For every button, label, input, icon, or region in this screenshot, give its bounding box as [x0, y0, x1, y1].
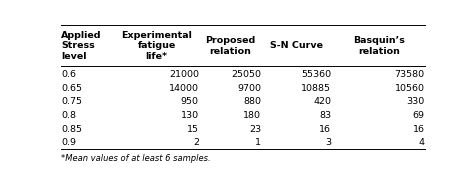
Text: 0.75: 0.75: [61, 97, 82, 106]
Text: 330: 330: [407, 97, 425, 106]
Text: 130: 130: [181, 111, 199, 120]
Text: 55360: 55360: [301, 70, 331, 79]
Text: 21000: 21000: [169, 70, 199, 79]
Text: 10885: 10885: [301, 84, 331, 93]
Text: 25050: 25050: [231, 70, 261, 79]
Text: 15: 15: [187, 125, 199, 134]
Text: S-N Curve: S-N Curve: [270, 41, 323, 50]
Text: 3: 3: [325, 138, 331, 147]
Text: *Mean values of at least 6 samples.: *Mean values of at least 6 samples.: [61, 154, 211, 163]
Text: Applied
Stress
level: Applied Stress level: [61, 31, 101, 61]
Text: 0.65: 0.65: [61, 84, 82, 93]
Text: 4: 4: [419, 138, 425, 147]
Text: 23: 23: [249, 125, 261, 134]
Text: 880: 880: [243, 97, 261, 106]
Text: Experimental
fatigue
life*: Experimental fatigue life*: [121, 31, 192, 61]
Text: 73580: 73580: [395, 70, 425, 79]
Text: 420: 420: [313, 97, 331, 106]
Text: 1: 1: [255, 138, 261, 147]
Text: 180: 180: [243, 111, 261, 120]
Text: 0.9: 0.9: [61, 138, 76, 147]
Text: 69: 69: [413, 111, 425, 120]
Text: 0.8: 0.8: [61, 111, 76, 120]
Text: 10560: 10560: [395, 84, 425, 93]
Text: 16: 16: [319, 125, 331, 134]
Text: 14000: 14000: [169, 84, 199, 93]
Text: 9700: 9700: [237, 84, 261, 93]
Text: 2: 2: [193, 138, 199, 147]
Text: 16: 16: [413, 125, 425, 134]
Text: 0.85: 0.85: [61, 125, 82, 134]
Text: Basquin’s
relation: Basquin’s relation: [353, 36, 405, 56]
Text: 0.6: 0.6: [61, 70, 76, 79]
Text: 950: 950: [181, 97, 199, 106]
Text: 83: 83: [319, 111, 331, 120]
Text: Proposed
relation: Proposed relation: [205, 36, 255, 56]
